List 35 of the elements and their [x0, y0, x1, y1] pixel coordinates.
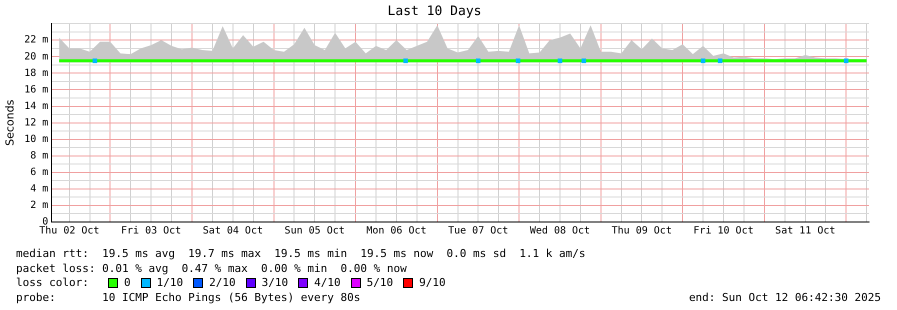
legend-title: loss color:	[16, 276, 90, 290]
text: end: Sun Oct 12 06:42:30 2025	[688, 290, 881, 305]
y-tick-label: 22 m	[24, 34, 48, 46]
y-tick-label: 12 m	[24, 117, 48, 128]
legend-label: 1/10	[156, 276, 184, 290]
legend-label: 5/10	[366, 276, 394, 290]
x-tick-label: Sat 04 Oct	[202, 226, 263, 237]
text: median rtt: 19.5 ms avg 19.7 ms max 19.5 ms min 19.5 ms now 0.0 ms sd 1.1 k am/s	[16, 247, 587, 262]
y-tick-label: 14 m	[24, 100, 48, 112]
y-axis-title: Seconds	[3, 99, 16, 146]
legend-label: 4/10	[314, 276, 341, 290]
legend-label: 2/10	[209, 276, 236, 290]
x-tick-label: Sun 05 Oct	[284, 226, 345, 237]
y-tick-label: 6 m	[30, 166, 48, 178]
x-tick-label: Mon 06 Oct	[366, 226, 427, 237]
legend-label: 0	[124, 276, 131, 290]
x-tick-label: Tue 07 Oct	[448, 226, 508, 237]
y-tick-label: 18 m	[24, 68, 48, 79]
text: packet loss: 0.01 % avg 0.47 % max 0.00 % min 0.00 % now	[16, 262, 408, 276]
y-tick-label: 20 m	[24, 51, 48, 62]
legend-label: 9/10	[419, 276, 446, 290]
x-tick-label: Wed 08 Oct	[530, 226, 590, 237]
text: probe: 10 ICMP Echo Pings (56 Bytes) every 80s	[16, 290, 360, 305]
chart-title: Last 10 Days	[388, 4, 482, 20]
y-tick-label: 16 m	[24, 84, 48, 96]
y-tick-label: 10 m	[24, 134, 48, 145]
y-tick-label: 8 m	[30, 150, 48, 162]
legend-label: 3/10	[262, 276, 288, 290]
x-tick-label: Thu 02 Oct	[39, 226, 100, 237]
y-tick-label: 2 m	[30, 200, 48, 212]
x-tick-label: Fri 03 Oct	[121, 226, 182, 237]
y-tick-label: 4 m	[30, 184, 48, 195]
x-tick-label: Fri 10 Oct	[693, 226, 754, 237]
x-tick-label: Thu 09 Oct	[612, 226, 672, 237]
x-tick-label: Sat 11 Oct	[775, 226, 836, 237]
